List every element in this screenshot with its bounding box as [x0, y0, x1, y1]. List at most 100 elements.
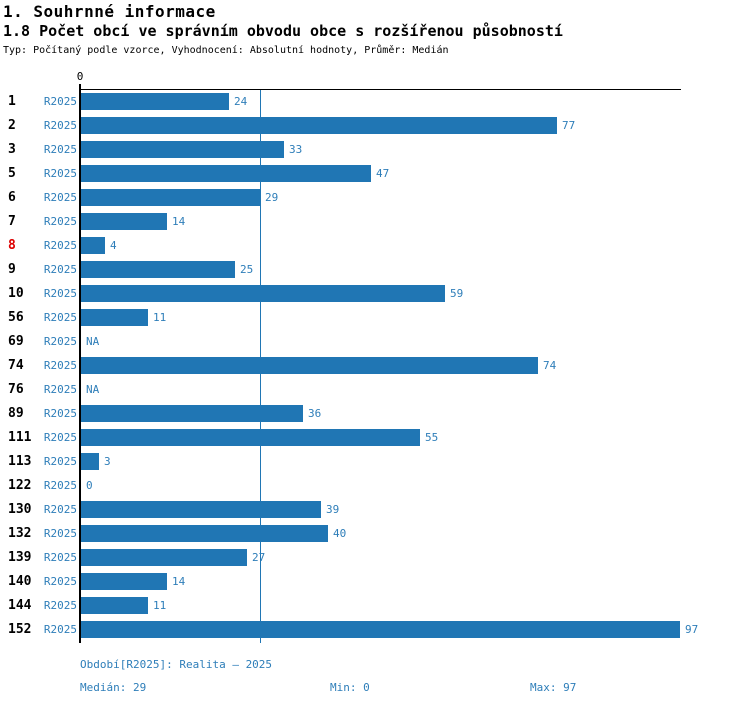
row-category-label: 111	[8, 430, 32, 445]
chart-row: 144 R2025 11	[0, 594, 750, 618]
period-legend-label: Období[R2025]: Realita – 2025	[80, 658, 273, 671]
row-series-label: R2025	[43, 167, 77, 180]
row-series-label: R2025	[43, 191, 77, 204]
row-category-label: 56	[8, 310, 24, 325]
row-series-label: R2025	[43, 431, 77, 444]
chart-row: 76 R2025 NA	[0, 378, 750, 402]
bar	[81, 429, 420, 446]
row-category-label: 89	[8, 406, 24, 421]
chart-row: 7 R2025 14	[0, 210, 750, 234]
row-category-label: 2	[8, 118, 16, 133]
bar	[81, 621, 680, 638]
row-series-label: R2025	[43, 575, 77, 588]
row-category-label: 9	[8, 262, 16, 277]
bar	[81, 309, 148, 326]
chart-row: 111 R2025 55	[0, 426, 750, 450]
row-series-label: R2025	[43, 623, 77, 636]
row-category-label: 7	[8, 214, 16, 229]
bar	[81, 501, 321, 518]
row-value-label: NA	[86, 335, 100, 348]
bar	[81, 453, 99, 470]
row-series-label: R2025	[43, 335, 77, 348]
x-axis-line	[80, 89, 681, 90]
row-value-label: 27	[252, 551, 266, 564]
row-value-label: 77	[562, 119, 576, 132]
row-value-label: 0	[86, 479, 93, 492]
bar	[81, 597, 148, 614]
min-stat-label: Min: 0	[330, 681, 370, 694]
chart-row: 89 R2025 36	[0, 402, 750, 426]
row-category-label: 6	[8, 190, 16, 205]
row-value-label: 33	[289, 143, 303, 156]
chart-row: 74 R2025 74	[0, 354, 750, 378]
bar	[81, 285, 445, 302]
row-series-label: R2025	[43, 551, 77, 564]
chart-row: 6 R2025 29	[0, 186, 750, 210]
bar	[81, 117, 557, 134]
row-value-label: 4	[110, 239, 117, 252]
row-category-label: 5	[8, 166, 16, 181]
chart-row: 1 R2025 24	[0, 90, 750, 114]
row-series-label: R2025	[43, 407, 77, 420]
row-value-label: 14	[172, 575, 186, 588]
bar	[81, 93, 229, 110]
row-value-label: 24	[234, 95, 248, 108]
row-series-label: R2025	[43, 119, 77, 132]
row-value-label: 47	[376, 167, 390, 180]
bar	[81, 525, 328, 542]
row-category-label: 1	[8, 94, 16, 109]
row-value-label: 36	[308, 407, 322, 420]
row-category-label: 8	[8, 238, 16, 253]
y-axis-line	[79, 84, 81, 643]
row-category-label: 140	[8, 574, 32, 589]
chart-row: 152 R2025 97	[0, 618, 750, 642]
row-series-label: R2025	[43, 143, 77, 156]
bar	[81, 165, 371, 182]
row-series-label: R2025	[43, 287, 77, 300]
row-value-label: 55	[425, 431, 439, 444]
row-category-label: 113	[8, 454, 32, 469]
row-value-label: 29	[265, 191, 279, 204]
row-category-label: 10	[8, 286, 24, 301]
max-stat-label: Max: 97	[530, 681, 577, 694]
row-category-label: 76	[8, 382, 24, 397]
bar	[81, 573, 167, 590]
row-value-label: 11	[153, 599, 167, 612]
row-series-label: R2025	[43, 503, 77, 516]
row-category-label: 69	[8, 334, 24, 349]
chart-row: 113 R2025 3	[0, 450, 750, 474]
bar	[81, 405, 303, 422]
row-series-label: R2025	[43, 479, 77, 492]
row-category-label: 130	[8, 502, 32, 517]
chart-row: 2 R2025 77	[0, 114, 750, 138]
chart-row: 10 R2025 59	[0, 282, 750, 306]
row-category-label: 144	[8, 598, 32, 613]
row-category-label: 3	[8, 142, 16, 157]
row-category-label: 122	[8, 478, 32, 493]
row-value-label: 39	[326, 503, 340, 516]
x-axis-tick-label-zero: 0	[76, 70, 84, 83]
chart-row: 56 R2025 11	[0, 306, 750, 330]
chart-row: 5 R2025 47	[0, 162, 750, 186]
chart-row: 132 R2025 40	[0, 522, 750, 546]
row-series-label: R2025	[43, 311, 77, 324]
row-category-label: 74	[8, 358, 24, 373]
row-category-label: 152	[8, 622, 32, 637]
median-stat-label: Medián: 29	[80, 681, 147, 694]
bar	[81, 237, 105, 254]
chart-row: 139 R2025 27	[0, 546, 750, 570]
row-value-label: 74	[543, 359, 557, 372]
bar	[81, 213, 167, 230]
row-series-label: R2025	[43, 359, 77, 372]
chart-row: 3 R2025 33	[0, 138, 750, 162]
row-series-label: R2025	[43, 527, 77, 540]
chart-row: 9 R2025 25	[0, 258, 750, 282]
row-value-label: 97	[685, 623, 699, 636]
row-series-label: R2025	[43, 383, 77, 396]
chart-row: 8 R2025 4	[0, 234, 750, 258]
row-value-label: 14	[172, 215, 186, 228]
chart-row: 140 R2025 14	[0, 570, 750, 594]
chart-meta-line: Typ: Počítaný podle vzorce, Vyhodnocení:…	[3, 45, 449, 56]
row-series-label: R2025	[43, 95, 77, 108]
